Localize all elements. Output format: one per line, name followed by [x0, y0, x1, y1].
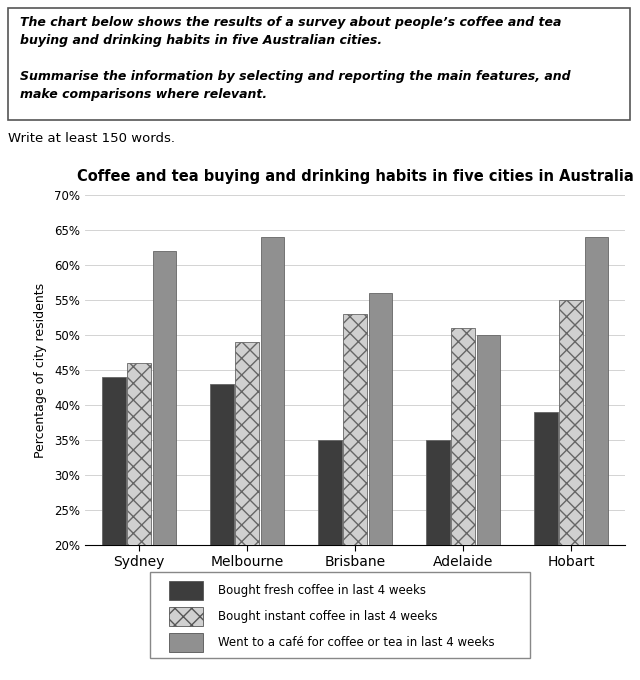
FancyBboxPatch shape: [8, 8, 630, 120]
Bar: [559, 300, 583, 680]
Y-axis label: Percentage of city residents: Percentage of city residents: [34, 282, 47, 458]
Bar: [369, 293, 392, 680]
Text: The chart below shows the results of a survey about people’s coffee and tea
buyi: The chart below shows the results of a s…: [20, 16, 571, 101]
FancyBboxPatch shape: [169, 633, 204, 652]
Bar: [426, 440, 449, 680]
Bar: [451, 328, 475, 680]
Bar: [152, 251, 176, 680]
Bar: [210, 384, 234, 680]
Text: Went to a café for coffee or tea in last 4 weeks: Went to a café for coffee or tea in last…: [218, 636, 495, 649]
Bar: [584, 237, 608, 680]
Text: Bought fresh coffee in last 4 weeks: Bought fresh coffee in last 4 weeks: [218, 584, 426, 598]
Bar: [477, 335, 500, 680]
Bar: [343, 314, 367, 680]
Bar: [260, 237, 284, 680]
Title: Coffee and tea buying and drinking habits in five cities in Australia: Coffee and tea buying and drinking habit…: [77, 169, 634, 184]
Bar: [127, 363, 151, 680]
FancyBboxPatch shape: [169, 607, 204, 626]
Bar: [235, 342, 259, 680]
FancyBboxPatch shape: [169, 581, 204, 600]
Bar: [534, 412, 557, 680]
Text: Bought instant coffee in last 4 weeks: Bought instant coffee in last 4 weeks: [218, 610, 438, 623]
Bar: [317, 440, 342, 680]
Bar: [102, 377, 125, 680]
Text: Write at least 150 words.: Write at least 150 words.: [8, 133, 175, 146]
FancyBboxPatch shape: [150, 572, 530, 658]
